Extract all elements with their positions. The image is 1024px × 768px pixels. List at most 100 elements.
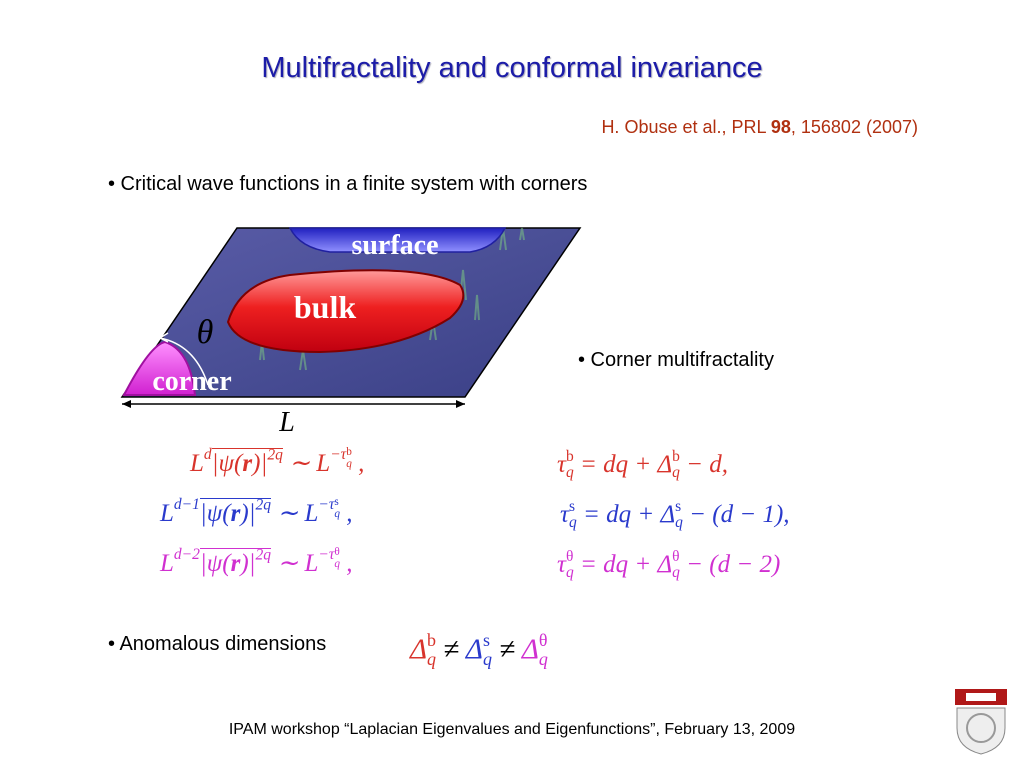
math-text: −τ xyxy=(318,496,335,514)
math-text: , xyxy=(340,499,353,527)
subscript: q xyxy=(482,648,492,669)
superscript: b xyxy=(346,446,352,458)
logo xyxy=(955,689,1007,755)
math-text: − (d − 1), xyxy=(682,500,790,528)
angle-label: θ xyxy=(197,314,214,351)
math-text: τ xyxy=(560,500,569,528)
subscript: q xyxy=(565,464,574,482)
formula: Ld−2|ψ(r)|2q ∼ L−τ θ q , xyxy=(160,546,353,577)
math-text: = dq + Δ xyxy=(573,450,673,478)
citation-text: , 156802 (2007) xyxy=(790,117,918,137)
math-text: ∼ L xyxy=(282,449,331,477)
bullet: • Corner multifractality xyxy=(578,349,774,371)
math-text: 2q xyxy=(255,546,272,564)
math-text: d xyxy=(203,446,212,464)
citation-text: H. Obuse et al., PRL xyxy=(601,117,771,137)
superscript: b xyxy=(565,448,574,465)
overline-group: |ψ(r)|2q xyxy=(199,496,272,527)
bulk-region xyxy=(226,269,465,354)
math-text: )| xyxy=(240,549,256,577)
math-text: = dq + Δ xyxy=(573,550,673,578)
math-text: −τ xyxy=(318,546,335,564)
slide-title: Multifractality and conformal invariance xyxy=(261,52,763,84)
angle-arc xyxy=(159,337,209,386)
superscript: θ xyxy=(672,548,680,565)
superscript: θ xyxy=(334,546,340,558)
math-text: ∼ L xyxy=(271,549,319,577)
subscript: q xyxy=(672,564,680,582)
math-text: ≠ xyxy=(491,633,522,666)
subscript: q xyxy=(427,648,437,669)
math-text: Δ xyxy=(465,633,483,666)
corner-label: corner xyxy=(152,366,231,397)
length-label: L xyxy=(278,407,295,438)
subscript: q xyxy=(565,564,574,582)
citation-volume: 98 xyxy=(770,117,791,137)
bullet: • Anomalous dimensions xyxy=(108,633,327,655)
math-text: d−1 xyxy=(173,496,200,514)
math-text: ∼ L xyxy=(271,499,319,527)
superscript: θ xyxy=(538,630,548,650)
subscript: q xyxy=(538,648,548,669)
math-text: r xyxy=(230,499,241,527)
math-text: 2q xyxy=(255,496,272,514)
subscript: q xyxy=(568,514,577,532)
overline-group: |ψ(r)|2q xyxy=(199,546,272,577)
math-text: , xyxy=(340,549,353,577)
math-text: r xyxy=(242,449,253,477)
math-text: L xyxy=(160,549,174,577)
math-text: Δ xyxy=(410,633,428,666)
surface-region xyxy=(288,227,507,253)
math-text: |ψ( xyxy=(199,549,231,577)
math-text: −τ xyxy=(330,446,347,464)
math-text: τ xyxy=(557,550,566,578)
superscript: b xyxy=(427,630,437,650)
math-text: − d, xyxy=(679,450,728,478)
subscript: q xyxy=(672,464,680,482)
math-text: L xyxy=(160,499,174,527)
superscript: s xyxy=(482,630,490,650)
math-text: )| xyxy=(252,449,268,477)
citation: H. Obuse et al., PRL 98, 156802 (2007) xyxy=(601,117,918,138)
subscript: q xyxy=(334,507,341,520)
superscript: s xyxy=(568,498,575,515)
math-text: − (d − 2) xyxy=(679,550,781,578)
math-text: τ xyxy=(557,450,566,478)
math-text: 2q xyxy=(267,446,283,464)
corner-region xyxy=(122,340,197,396)
subscript: q xyxy=(346,457,352,470)
math-text: ≠ xyxy=(436,633,466,666)
superscript: θ xyxy=(565,548,574,565)
surface-label: surface xyxy=(351,230,438,261)
superscript: s xyxy=(334,496,339,508)
superscript: b xyxy=(672,448,680,465)
math-text: L xyxy=(190,449,204,477)
math-text: = dq + Δ xyxy=(576,500,676,528)
formula: Ld|ψ(r)|2q ∼ L−τ b q , xyxy=(190,446,364,477)
angle-arrow xyxy=(159,332,169,343)
math-text: Δ xyxy=(521,633,539,666)
footer: IPAM workshop “Laplacian Eigenvalues and… xyxy=(228,721,796,738)
math-text: |ψ( xyxy=(199,499,231,527)
math-text: )| xyxy=(240,499,256,527)
math-text: d−2 xyxy=(173,546,200,564)
subscript: q xyxy=(675,514,683,532)
